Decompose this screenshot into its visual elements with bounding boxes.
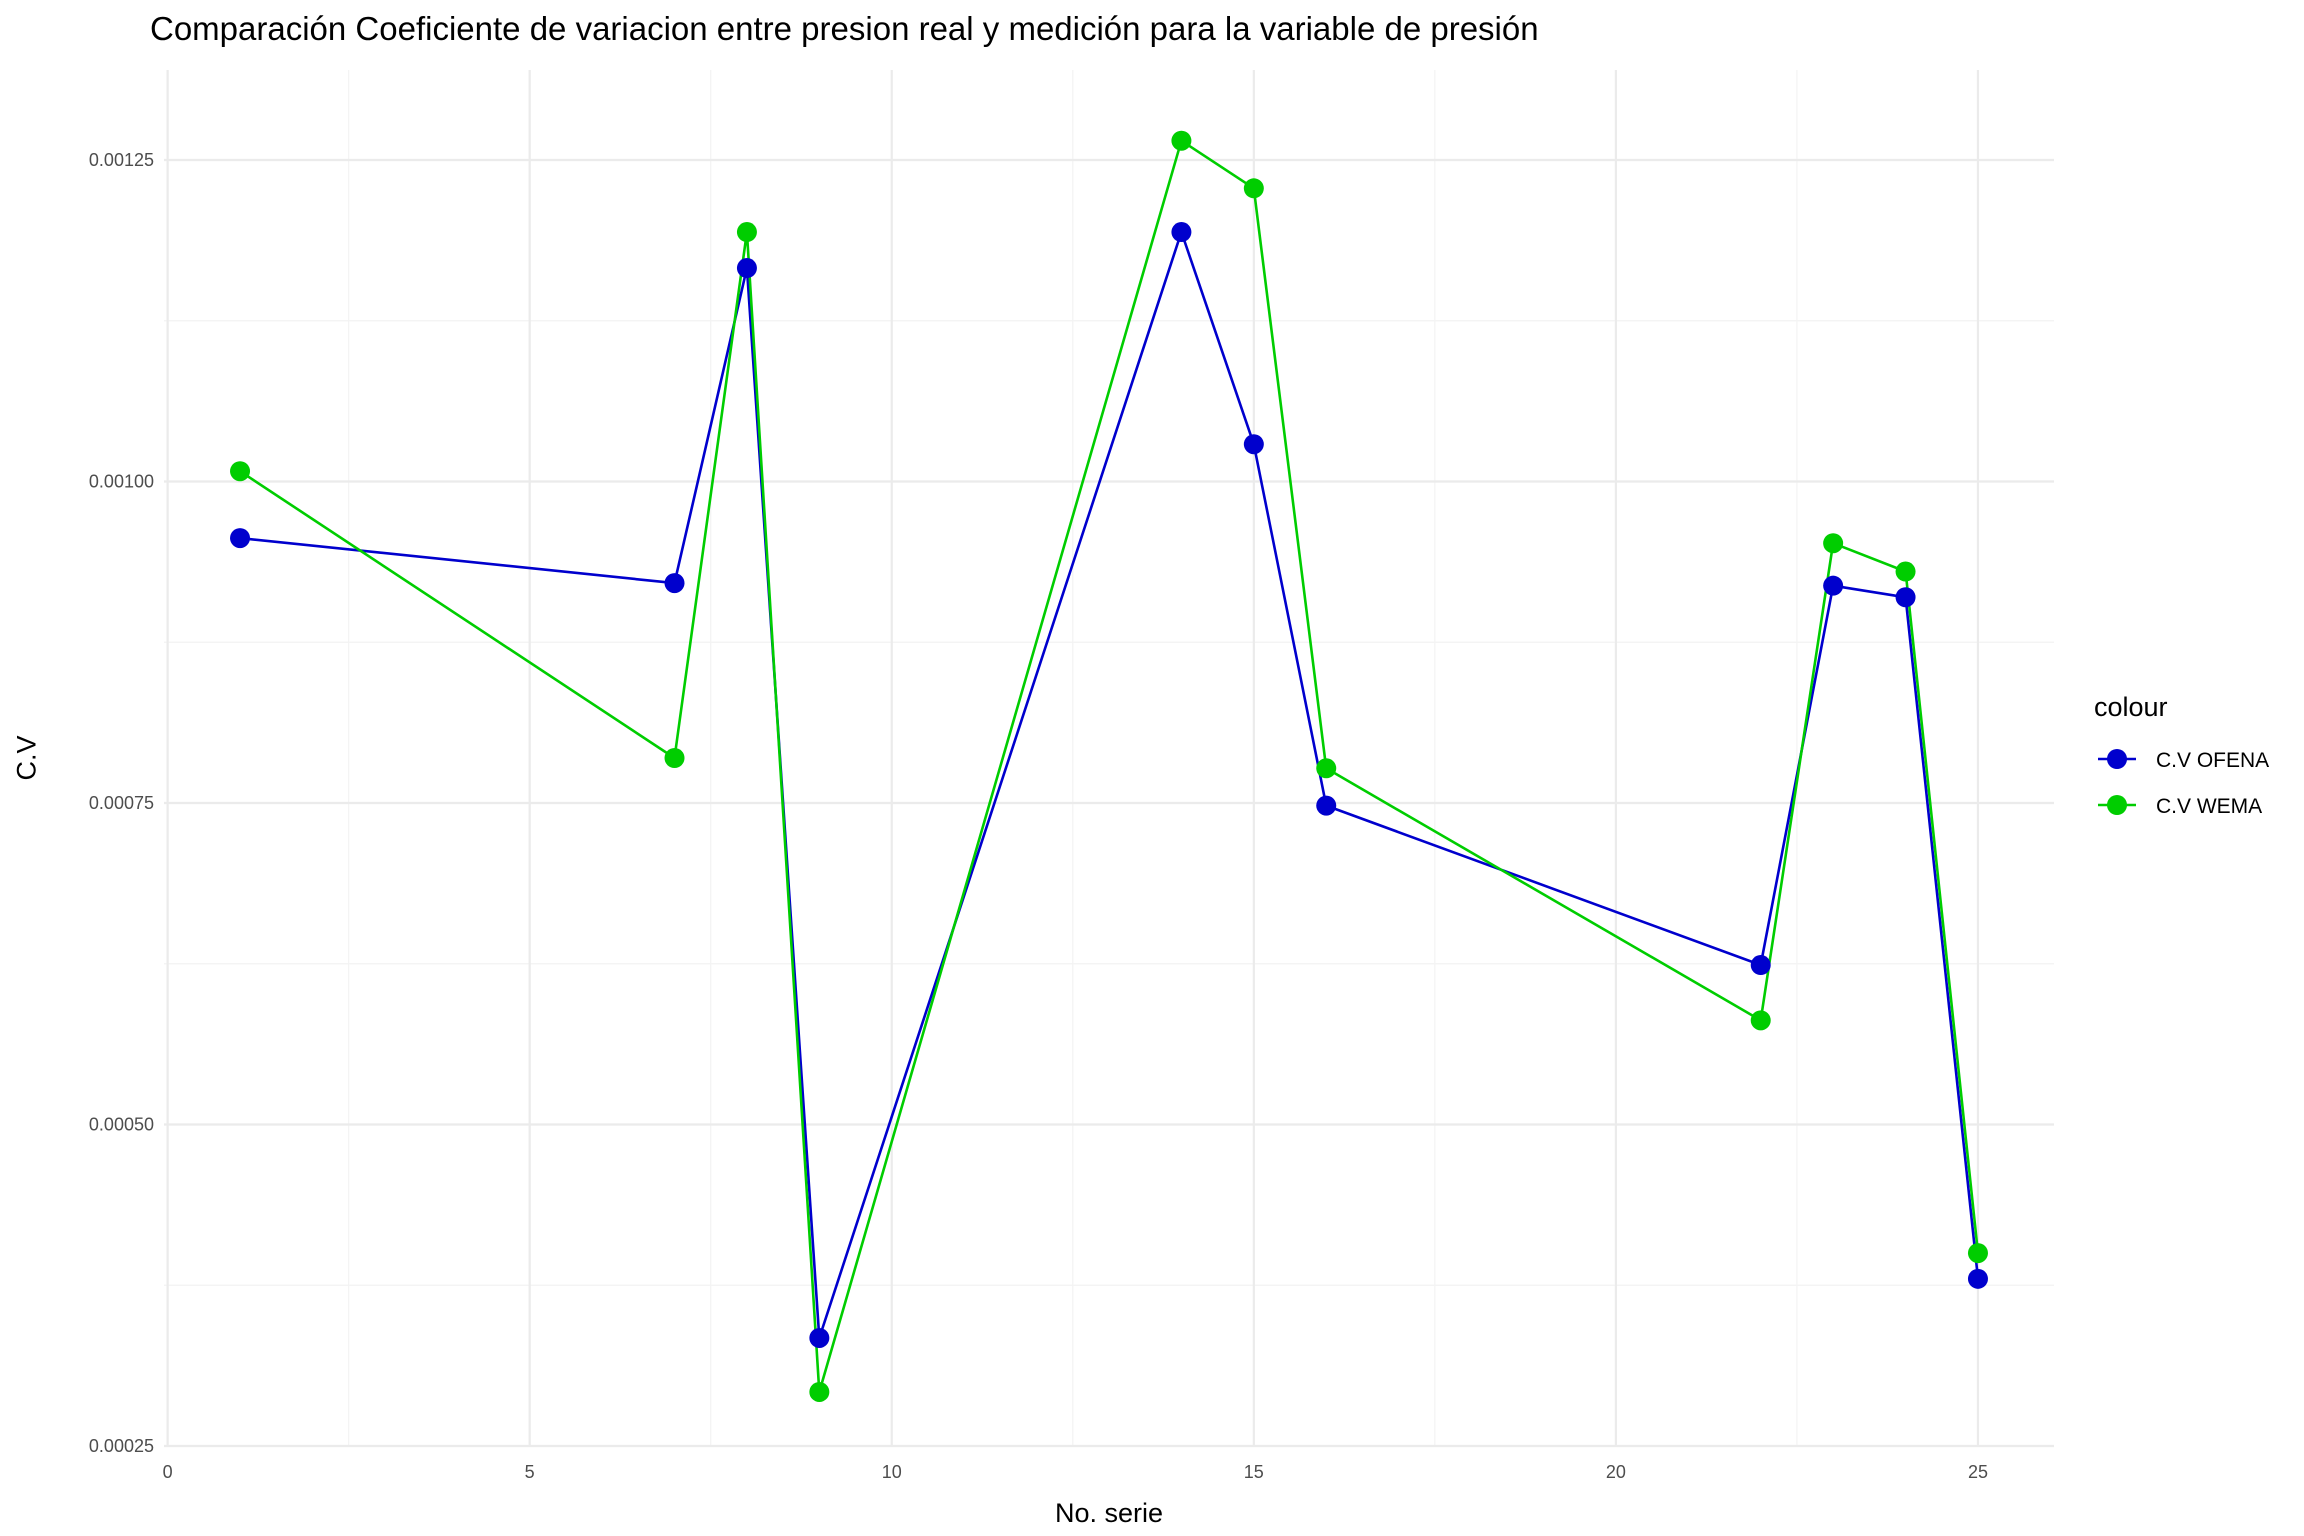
data-point xyxy=(1171,222,1192,243)
data-point xyxy=(230,528,251,549)
data-point xyxy=(809,1327,830,1348)
data-point xyxy=(809,1381,830,1402)
legend-title: colour xyxy=(2094,692,2168,722)
legend: colour C.V OFENA C.V WEMA xyxy=(2094,692,2269,818)
legend-key-point xyxy=(2107,795,2127,815)
y-tick-label: 0.00025 xyxy=(89,1436,154,1456)
data-point xyxy=(1895,587,1916,608)
legend-item: C.V OFENA xyxy=(2098,749,2269,772)
data-point xyxy=(1171,130,1192,151)
data-point xyxy=(1316,795,1337,816)
legend-label: C.V OFENA xyxy=(2156,749,2269,772)
legend-key-point xyxy=(2107,749,2127,769)
series-line-0 xyxy=(239,230,1980,1340)
data-point xyxy=(664,573,685,594)
data-point xyxy=(1967,1243,1988,1264)
y-tick-label: 0.00100 xyxy=(89,472,154,492)
data-point xyxy=(736,222,757,243)
x-axis-title: No. serie xyxy=(1055,1498,1163,1528)
data-point xyxy=(1243,178,1264,199)
data-point xyxy=(1750,955,1771,976)
data-point xyxy=(736,258,757,279)
plot-series xyxy=(230,130,1988,1402)
chart-title: Comparación Coeficiente de variacion ent… xyxy=(150,10,1539,47)
x-tick-label: 25 xyxy=(1968,1462,1988,1482)
x-axis-ticks: 0 5 10 15 20 25 xyxy=(163,1462,1988,1482)
data-point xyxy=(1823,575,1844,596)
data-point xyxy=(230,461,251,482)
data-point xyxy=(1823,533,1844,554)
legend-item: C.V WEMA xyxy=(2098,795,2262,818)
y-tick-label: 0.00075 xyxy=(89,793,154,813)
y-axis-ticks: 0.00025 0.00050 0.00075 0.00100 0.00125 xyxy=(89,150,154,1456)
x-tick-label: 5 xyxy=(525,1462,535,1482)
y-tick-label: 0.00125 xyxy=(89,150,154,170)
x-tick-label: 10 xyxy=(882,1462,902,1482)
plot-grid xyxy=(164,70,2054,1448)
y-axis-title: C.V xyxy=(11,735,41,780)
data-point xyxy=(1243,434,1264,455)
data-point xyxy=(1967,1268,1988,1289)
y-tick-label: 0.00050 xyxy=(89,1115,154,1135)
x-tick-label: 20 xyxy=(1606,1462,1626,1482)
data-point xyxy=(664,748,685,768)
legend-label: C.V WEMA xyxy=(2156,795,2262,818)
data-point xyxy=(1895,561,1916,582)
data-point xyxy=(1750,1010,1771,1031)
x-tick-label: 0 xyxy=(163,1462,173,1482)
series-line-1 xyxy=(239,139,1980,1394)
data-point xyxy=(1316,758,1337,779)
x-tick-label: 15 xyxy=(1244,1462,1264,1482)
